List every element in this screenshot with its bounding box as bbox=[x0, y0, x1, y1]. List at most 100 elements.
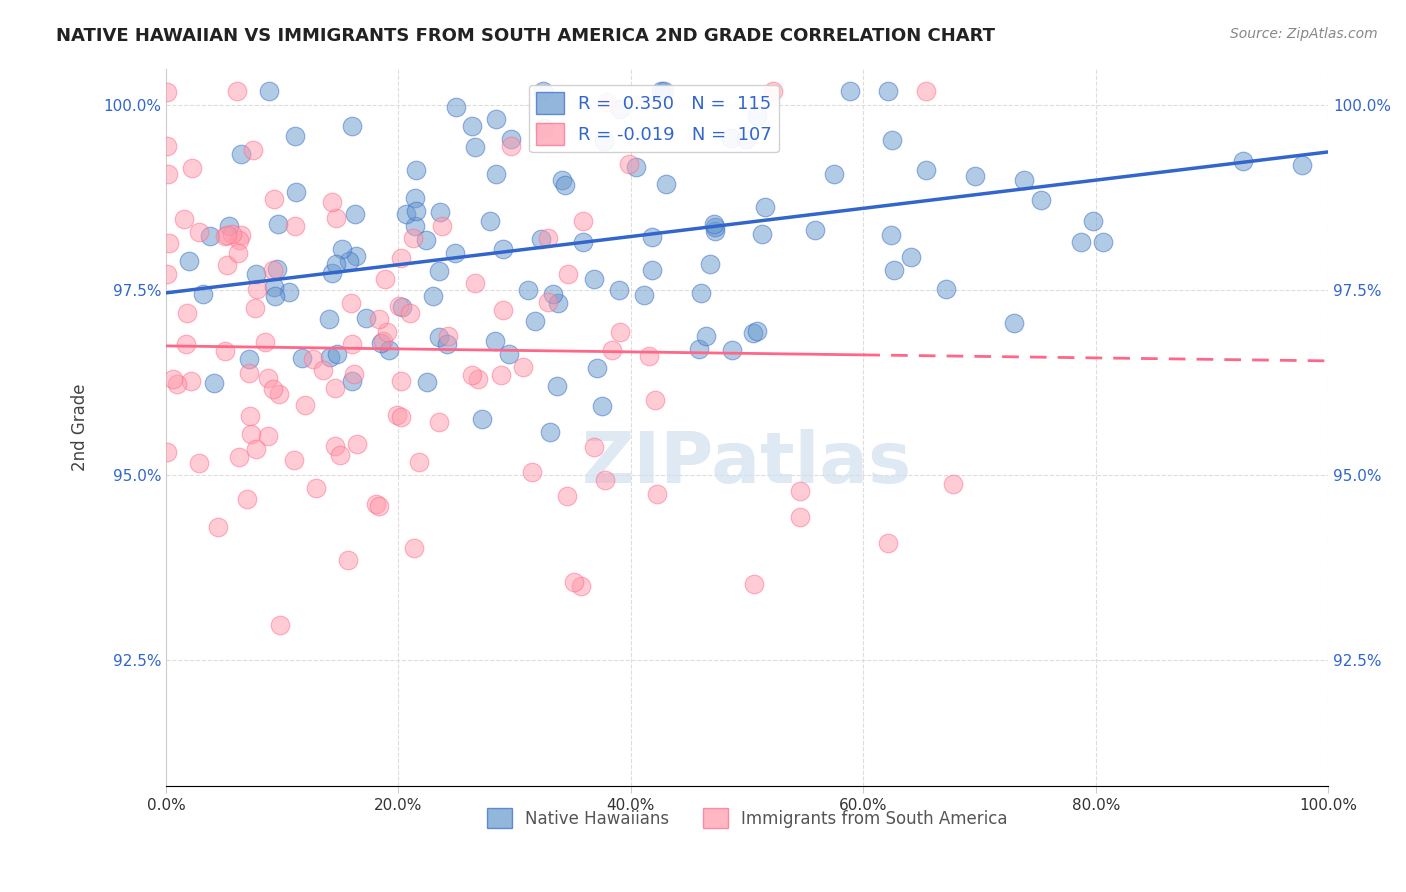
Point bbox=[582, 440, 605, 454]
Point bbox=[389, 374, 412, 388]
Point bbox=[430, 219, 453, 234]
Point bbox=[269, 618, 291, 632]
Point bbox=[485, 112, 508, 126]
Point bbox=[283, 452, 305, 467]
Point bbox=[823, 167, 845, 181]
Point bbox=[387, 299, 409, 313]
Point bbox=[444, 100, 467, 114]
Point bbox=[391, 301, 413, 315]
Point bbox=[323, 381, 346, 395]
Point bbox=[229, 227, 252, 242]
Point bbox=[583, 272, 606, 286]
Point bbox=[215, 228, 238, 243]
Point bbox=[688, 342, 710, 356]
Point bbox=[883, 262, 905, 277]
Point bbox=[262, 383, 284, 397]
Point bbox=[166, 376, 188, 391]
Point bbox=[641, 263, 664, 277]
Point bbox=[1070, 235, 1092, 249]
Point bbox=[156, 444, 179, 458]
Point bbox=[202, 376, 225, 391]
Point bbox=[641, 230, 664, 244]
Point bbox=[498, 347, 520, 361]
Point bbox=[226, 246, 249, 260]
Point bbox=[389, 409, 412, 424]
Point bbox=[415, 376, 437, 390]
Point bbox=[337, 253, 360, 268]
Point bbox=[207, 520, 229, 534]
Point bbox=[467, 371, 489, 385]
Point bbox=[240, 427, 263, 442]
Point bbox=[340, 296, 363, 310]
Point bbox=[377, 325, 399, 339]
Point bbox=[1291, 158, 1313, 172]
Point bbox=[720, 131, 742, 145]
Point bbox=[624, 160, 647, 174]
Point bbox=[402, 231, 425, 245]
Point bbox=[245, 267, 267, 281]
Point bbox=[415, 233, 437, 247]
Point bbox=[436, 336, 458, 351]
Point bbox=[399, 306, 422, 320]
Point bbox=[228, 233, 250, 247]
Point bbox=[720, 343, 742, 357]
Text: Source: ZipAtlas.com: Source: ZipAtlas.com bbox=[1230, 27, 1378, 41]
Point bbox=[291, 351, 314, 366]
Point bbox=[650, 84, 672, 98]
Point bbox=[699, 257, 721, 271]
Point bbox=[262, 263, 284, 277]
Point bbox=[323, 439, 346, 453]
Point bbox=[242, 143, 264, 157]
Point bbox=[591, 399, 613, 413]
Point bbox=[638, 349, 661, 363]
Point bbox=[609, 326, 631, 340]
Point bbox=[157, 167, 180, 181]
Point bbox=[253, 335, 276, 350]
Point bbox=[228, 450, 250, 464]
Point bbox=[522, 466, 544, 480]
Point bbox=[385, 408, 408, 422]
Point bbox=[330, 243, 353, 257]
Point bbox=[156, 139, 179, 153]
Point bbox=[617, 157, 640, 171]
Point bbox=[395, 207, 418, 221]
Point bbox=[408, 455, 430, 469]
Point bbox=[405, 162, 427, 177]
Point bbox=[789, 509, 811, 524]
Point bbox=[162, 372, 184, 386]
Point bbox=[321, 266, 343, 280]
Point bbox=[882, 133, 904, 147]
Point bbox=[537, 295, 560, 310]
Point bbox=[284, 129, 307, 144]
Point bbox=[236, 492, 259, 507]
Point bbox=[742, 576, 765, 591]
Point bbox=[257, 429, 280, 443]
Text: NATIVE HAWAIIAN VS IMMIGRANTS FROM SOUTH AMERICA 2ND GRADE CORRELATION CHART: NATIVE HAWAIIAN VS IMMIGRANTS FROM SOUTH… bbox=[56, 27, 995, 45]
Point bbox=[572, 235, 595, 249]
Point bbox=[402, 541, 425, 555]
Point bbox=[367, 312, 389, 326]
Point bbox=[543, 287, 565, 301]
Point bbox=[762, 84, 785, 98]
Point bbox=[343, 368, 366, 382]
Point bbox=[325, 257, 347, 271]
Y-axis label: 2nd Grade: 2nd Grade bbox=[72, 384, 89, 471]
Point bbox=[157, 235, 180, 250]
Point bbox=[218, 219, 240, 233]
Point bbox=[1002, 316, 1025, 330]
Point bbox=[238, 351, 260, 366]
Point bbox=[427, 415, 450, 429]
Point bbox=[354, 310, 377, 325]
Point bbox=[266, 262, 288, 277]
Point bbox=[267, 386, 290, 401]
Point bbox=[491, 368, 513, 382]
Point bbox=[915, 84, 938, 98]
Point bbox=[652, 84, 675, 98]
Point bbox=[557, 267, 579, 281]
Point bbox=[537, 230, 560, 244]
Point bbox=[259, 84, 281, 98]
Point bbox=[461, 368, 484, 382]
Point bbox=[257, 371, 280, 385]
Point bbox=[703, 220, 725, 235]
Point bbox=[312, 362, 335, 376]
